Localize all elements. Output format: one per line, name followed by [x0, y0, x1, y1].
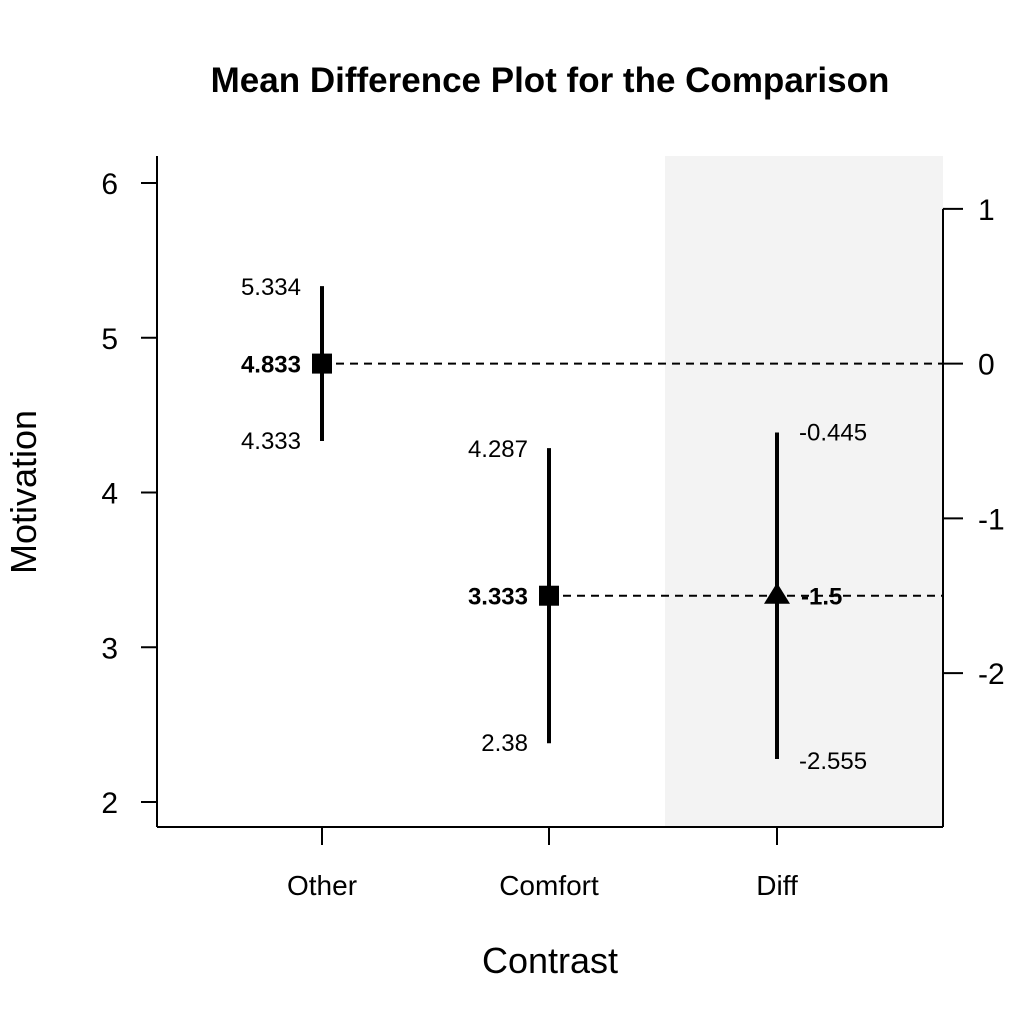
mean-label: 4.833: [241, 352, 301, 379]
left-y-axis-ticks: 2 3 4 5 6: [101, 168, 157, 820]
diff-region-background: [665, 156, 943, 827]
left-tick-label: 3: [101, 632, 118, 665]
x-axis-ticks: Other Comfort Diff: [287, 827, 798, 901]
left-tick-label: 5: [101, 323, 118, 356]
upper-ci-label: -0.445: [799, 419, 867, 446]
x-tick-label: Other: [287, 870, 357, 901]
upper-ci-label: 4.287: [468, 436, 528, 463]
right-y-axis-ticks: -2 -1 0 1: [943, 194, 1005, 691]
x-tick-label: Comfort: [499, 870, 599, 901]
mean-label: -1.5: [801, 584, 842, 611]
right-tick-label: -1: [978, 503, 1005, 536]
lower-ci-label: 2.38: [481, 730, 528, 757]
right-tick-label: 0: [978, 349, 995, 382]
lower-ci-label: 4.333: [241, 428, 301, 455]
lower-ci-label: -2.555: [799, 748, 867, 775]
upper-ci-label: 5.334: [241, 274, 301, 301]
chart-title: Mean Difference Plot for the Comparison: [211, 61, 890, 100]
x-tick-label: Diff: [756, 870, 798, 901]
mean-marker: [539, 585, 559, 606]
left-tick-label: 2: [101, 787, 118, 820]
group-marks: 5.334 4.333 4.833 4.287 2.38 3.333 -0.445 -2.55…: [241, 274, 867, 775]
x-axis-title: Contrast: [482, 940, 618, 981]
mean-marker: [312, 353, 332, 374]
right-tick-label: 1: [978, 194, 995, 227]
left-tick-label: 6: [101, 168, 118, 201]
left-tick-label: 4: [101, 478, 118, 511]
y-axis-title: Motivation: [3, 410, 44, 574]
mean-marker: [764, 582, 790, 604]
mean-label: 3.333: [468, 584, 528, 611]
reference-lines: [322, 362, 943, 597]
right-tick-label: -2: [978, 658, 1005, 691]
